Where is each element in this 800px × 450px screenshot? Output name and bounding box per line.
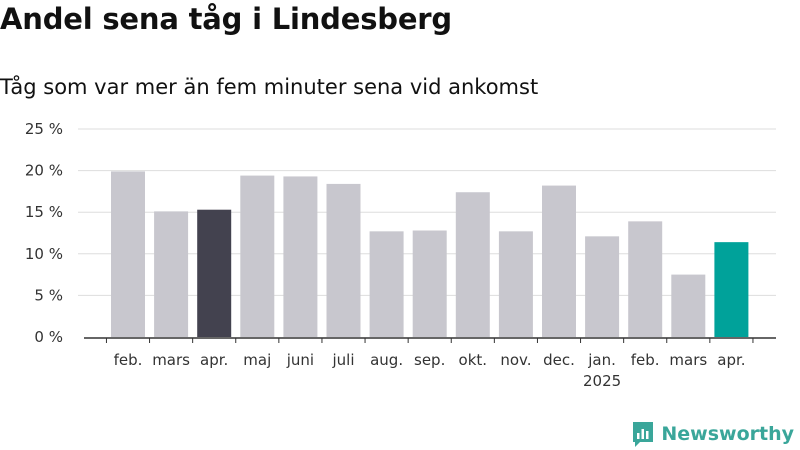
x-tick-label: feb. [114, 351, 143, 369]
y-tick-label: 15 % [25, 203, 63, 221]
x-tick-label: dec. [543, 351, 575, 369]
newsworthy-brand: Newsworthy [631, 420, 794, 448]
bar [714, 242, 749, 337]
bar [628, 221, 663, 337]
x-tick-label: apr. [717, 351, 745, 369]
bar [542, 185, 576, 337]
x-tick-label: sep. [414, 351, 445, 369]
x-axis-tick-labels: feb. mars apr. maj juni juli aug. sep. okt. nov. d… [114, 351, 746, 390]
bar [111, 171, 145, 337]
bar [154, 211, 189, 337]
y-tick-label: 10 % [25, 245, 63, 263]
x-tick-label: aug. [370, 351, 403, 369]
bar [671, 274, 706, 337]
bar [240, 175, 275, 337]
x-tick-label: apr. [200, 351, 228, 369]
y-tick-label: 0 % [34, 328, 63, 346]
x-tick-label: nov. [500, 351, 531, 369]
bar [197, 209, 232, 337]
bar [283, 176, 318, 337]
x-tick-label: mars [152, 351, 190, 369]
x-tick-label: juni [286, 351, 314, 369]
bar [585, 236, 620, 337]
newsworthy-logo-icon [633, 422, 654, 447]
x-tick-label: maj [243, 351, 271, 369]
x-tick-label: juli [331, 351, 354, 369]
bar [455, 192, 490, 337]
x-tick-label: mars [669, 351, 707, 369]
y-axis-tick-labels: 0 % 5 % 10 % 15 % 20 % 25 % [25, 120, 63, 346]
brand-name: Newsworthy [661, 423, 794, 445]
x-tick-label: jan. [587, 351, 616, 369]
x-year-label: 2025 [583, 372, 621, 390]
x-tick-label: feb. [631, 351, 660, 369]
x-axis [84, 337, 776, 343]
x-tick-label: okt. [459, 351, 488, 369]
bars [111, 171, 749, 337]
y-tick-label: 5 % [34, 286, 63, 304]
bar [369, 231, 404, 337]
chart-title: Andel sena tåg i Lindesberg [0, 2, 452, 36]
y-tick-label: 25 % [25, 120, 63, 138]
bar [498, 231, 533, 337]
bar [326, 183, 361, 337]
y-tick-label: 20 % [25, 162, 63, 180]
bar-chart: 0 %5 %10 %15 %20 %25 % feb. mars apr. maj ju… [25, 120, 776, 390]
bar [412, 230, 447, 337]
chart-subtitle: Tåg som var mer än fem minuter sena vid … [0, 75, 539, 99]
